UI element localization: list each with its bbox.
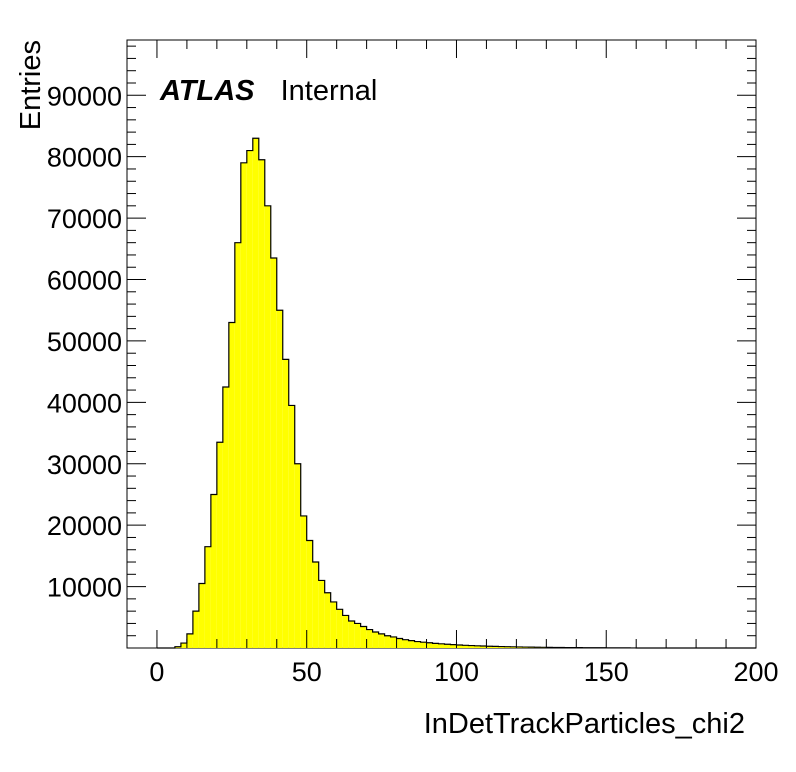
- histogram-bar: [480, 646, 487, 648]
- histogram-bar: [408, 640, 415, 648]
- histogram-bar: [498, 646, 505, 648]
- histogram-bar: [210, 494, 217, 648]
- histogram-bar: [312, 562, 319, 648]
- y-tick-label: 70000: [47, 204, 122, 234]
- histogram-bar: [198, 583, 205, 648]
- y-axis-label: Entries: [15, 40, 47, 130]
- y-tick-label: 90000: [47, 81, 122, 111]
- histogram-bar: [366, 629, 373, 648]
- y-tick-label: 30000: [47, 450, 122, 480]
- histogram-bar: [222, 386, 229, 648]
- histogram-bar: [270, 258, 277, 648]
- histogram-bar: [438, 643, 445, 648]
- atlas-label: ATLAS Internal: [159, 75, 377, 107]
- histogram-bar: [228, 322, 235, 648]
- histogram-bar: [288, 405, 295, 648]
- histogram-bar: [174, 646, 181, 648]
- histogram-bar: [186, 633, 193, 648]
- histogram-bars: [156, 137, 756, 649]
- y-tick-label: 40000: [47, 388, 122, 418]
- histogram-bar: [504, 646, 511, 648]
- atlas-label-bold: ATLAS: [159, 75, 255, 107]
- histogram-bar: [426, 642, 433, 648]
- histogram-bar: [486, 646, 493, 648]
- histogram-bar: [360, 626, 367, 648]
- y-tick-label: 20000: [47, 511, 122, 541]
- histogram-bar: [468, 645, 475, 648]
- histogram-bar: [276, 310, 283, 648]
- histogram-bar: [318, 580, 325, 648]
- histogram-bar: [444, 644, 451, 648]
- histogram-bar: [378, 633, 385, 648]
- histogram-bar: [390, 636, 397, 648]
- histogram-bar: [192, 611, 199, 648]
- histogram-bar: [252, 138, 259, 648]
- histogram-bar: [294, 463, 301, 648]
- histogram-bar: [432, 643, 439, 648]
- histogram-bar: [324, 592, 331, 648]
- x-tick-label: 200: [733, 657, 778, 687]
- y-tick-label: 80000: [47, 143, 122, 173]
- histogram-bar: [492, 646, 499, 648]
- histogram-bar: [300, 515, 307, 648]
- histogram-bar: [336, 609, 343, 648]
- x-tick-label: 150: [584, 657, 629, 687]
- x-tick-label: 50: [292, 657, 322, 687]
- histogram-bar: [450, 644, 457, 648]
- y-tick-label: 50000: [47, 327, 122, 357]
- histogram-bar: [282, 359, 289, 648]
- y-axis-ticks: 10000 20000 30000 40000 50000 60000 70000 80000…: [47, 45, 756, 637]
- x-tick-label: 0: [149, 657, 164, 687]
- histogram-bar: [216, 442, 223, 648]
- x-axis-ticks: 0 50 100 150 200: [126, 40, 779, 687]
- histogram-bar: [258, 159, 265, 648]
- histogram-bar: [348, 620, 355, 648]
- histogram-bar: [474, 645, 481, 648]
- histogram-bar: [240, 162, 247, 648]
- histogram-bar: [264, 205, 271, 648]
- histogram-bar: [204, 546, 211, 648]
- histogram-bar: [420, 642, 427, 648]
- histogram-bar: [372, 632, 379, 648]
- histogram-bar: [384, 635, 391, 648]
- histogram-bar: [462, 645, 469, 648]
- histogram-bar: [234, 242, 241, 648]
- histogram-bar: [354, 623, 361, 648]
- x-tick-label: 100: [434, 657, 479, 687]
- x-axis-label: InDetTrackParticles_chi2: [424, 708, 745, 740]
- histogram-bar: [402, 639, 409, 648]
- histogram-bar: [306, 540, 313, 648]
- histogram-bar: [330, 601, 337, 648]
- histogram-bar: [342, 615, 349, 648]
- histogram-bar: [180, 643, 187, 648]
- y-tick-label: 10000: [47, 573, 122, 603]
- histogram-outline: [156, 137, 756, 649]
- histogram-bar: [396, 638, 403, 648]
- histogram-bar: [456, 644, 463, 648]
- atlas-label-internal: Internal: [281, 75, 378, 107]
- histogram-bar: [246, 150, 253, 648]
- histogram-bar: [414, 641, 421, 648]
- y-tick-label: 60000: [47, 266, 122, 296]
